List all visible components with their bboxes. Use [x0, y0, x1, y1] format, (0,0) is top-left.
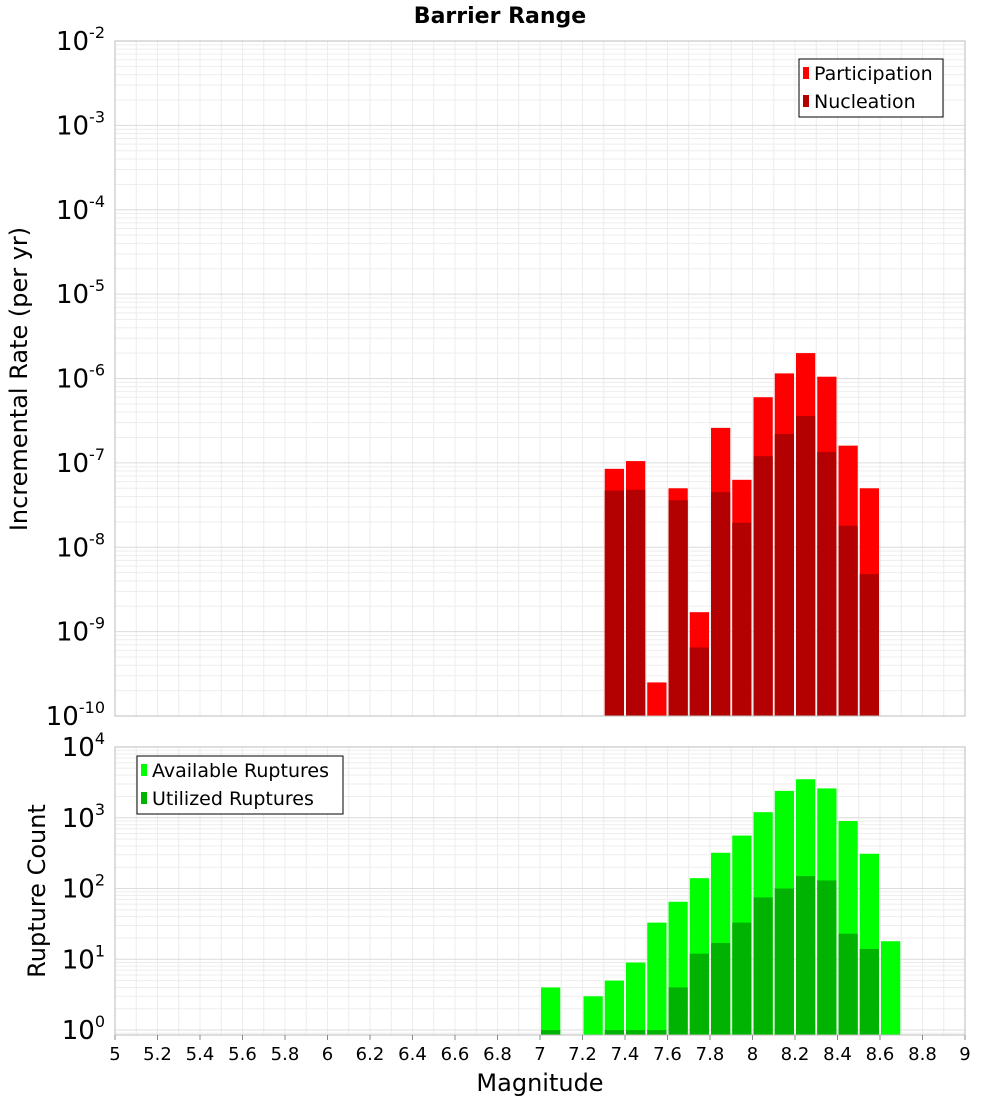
rate-bar-nucleation	[689, 647, 709, 716]
rate-bar-nucleation	[838, 525, 858, 716]
count-bar-utilized-ruptures	[817, 880, 837, 1035]
x-axis-label: Magnitude	[476, 1069, 603, 1097]
x-tick-label: 6.4	[398, 1044, 427, 1065]
count-y-axis-label: Rupture Count	[23, 804, 51, 978]
rate-bar-nucleation	[668, 500, 688, 716]
x-tick-label: 5.8	[271, 1044, 300, 1065]
rate-y-tick-label: 10-10	[46, 698, 105, 732]
count-bar-available-ruptures	[604, 980, 624, 1035]
count-bar-utilized-ruptures	[838, 933, 858, 1035]
count-y-tick-label: 103	[62, 800, 105, 834]
count-bar-utilized-ruptures	[541, 1030, 561, 1035]
rate-bar-nucleation	[711, 492, 731, 716]
x-tick-label: 7.2	[568, 1044, 597, 1065]
count-bar-utilized-ruptures	[859, 948, 879, 1035]
x-tick-label: 9	[959, 1044, 970, 1065]
count-legend: Available Ruptures Utilized Ruptures	[136, 755, 344, 815]
x-tick-label: 5.6	[228, 1044, 257, 1065]
x-tick-label: 5	[109, 1044, 120, 1065]
count-bar-available-ruptures	[881, 941, 901, 1035]
x-tick-label: 6.2	[356, 1044, 385, 1065]
x-tick-label: 6.8	[483, 1044, 512, 1065]
x-tick-label: 7.4	[611, 1044, 640, 1065]
x-tick-label: 5.2	[143, 1044, 172, 1065]
count-bar-utilized-ruptures	[711, 942, 731, 1035]
rate-legend-box	[798, 58, 944, 118]
rate-y-tick-label: 10-3	[56, 107, 105, 141]
x-tick-label: 6.6	[441, 1044, 470, 1065]
rate-legend-swatch	[803, 95, 809, 107]
count-bar-utilized-ruptures	[732, 922, 752, 1035]
rate-bar-nucleation	[817, 451, 837, 716]
rate-bar-nucleation	[774, 433, 794, 716]
x-tick-label: 8.8	[908, 1044, 937, 1065]
count-legend-swatch	[141, 764, 147, 776]
count-y-tick-label: 104	[62, 729, 105, 763]
rate-legend-label: Participation	[814, 63, 933, 85]
count-y-tick-label: 100	[62, 1012, 105, 1046]
count-bar-available-ruptures	[647, 922, 667, 1035]
count-bar-utilized-ruptures	[604, 1030, 624, 1035]
count-legend-label: Available Ruptures	[152, 760, 329, 782]
count-bar-utilized-ruptures	[647, 1030, 667, 1035]
rate-plot-border	[114, 40, 966, 717]
rate-bar-participation	[647, 682, 667, 716]
count-bar-available-ruptures	[541, 987, 561, 1035]
count-bar-utilized-ruptures	[796, 876, 816, 1035]
x-tick-label: 7.8	[696, 1044, 725, 1065]
rate-y-tick-label: 10-8	[56, 529, 105, 563]
count-y-tick-label: 101	[62, 941, 105, 975]
count-bar-utilized-ruptures	[668, 987, 688, 1035]
rate-bar-nucleation	[753, 456, 773, 716]
count-bar-available-ruptures	[626, 962, 646, 1035]
rate-bar-nucleation	[796, 415, 816, 716]
rate-bar-nucleation	[604, 490, 624, 716]
rate-bar-nucleation	[732, 522, 752, 716]
count-bar-utilized-ruptures	[774, 888, 794, 1035]
x-tick-label: 8.6	[866, 1044, 895, 1065]
rate-y-axis-label: Incremental Rate (per yr)	[5, 227, 33, 531]
rate-y-tick-label: 10-5	[56, 276, 105, 310]
count-bar-utilized-ruptures	[689, 953, 709, 1035]
count-y-tick-label: 102	[62, 871, 105, 905]
x-tick-label: 8	[747, 1044, 758, 1065]
chart-title: Barrier Range	[414, 4, 586, 29]
count-panel: 100 101 102 103 104 Available Ruptures Utilize…	[62, 729, 971, 1065]
rate-legend: Participation Nucleation	[798, 58, 944, 118]
x-tick-label: 6	[322, 1044, 333, 1065]
rate-legend-label: Nucleation	[814, 91, 916, 113]
rate-y-tick-label: 10-6	[56, 361, 105, 395]
count-bar-utilized-ruptures	[626, 1030, 646, 1035]
count-legend-swatch	[141, 792, 147, 804]
x-tick-label: 8.4	[823, 1044, 852, 1065]
rate-bar-nucleation	[626, 489, 646, 716]
rate-y-tick-label: 10-9	[56, 614, 105, 648]
rate-y-tick-label: 10-4	[56, 192, 105, 226]
x-tick-label: 8.2	[781, 1044, 810, 1065]
rate-y-tick-label: 10-7	[56, 445, 105, 479]
count-bar-utilized-ruptures	[753, 897, 773, 1035]
count-legend-label: Utilized Ruptures	[152, 788, 314, 810]
rate-y-tick-label: 10-2	[56, 23, 105, 57]
x-tick-label: 5.4	[186, 1044, 215, 1065]
count-bar-available-ruptures	[583, 996, 603, 1035]
rate-panel: 10-10 10-9 10-8 10-7 10-6 10-5 10-4 10-3 10-2 Par…	[46, 23, 966, 732]
count-legend-box	[136, 755, 344, 815]
x-tick-label: 7	[534, 1044, 545, 1065]
rate-bar-nucleation	[859, 574, 879, 716]
x-tick-label: 7.6	[653, 1044, 682, 1065]
rate-legend-swatch	[803, 67, 809, 79]
